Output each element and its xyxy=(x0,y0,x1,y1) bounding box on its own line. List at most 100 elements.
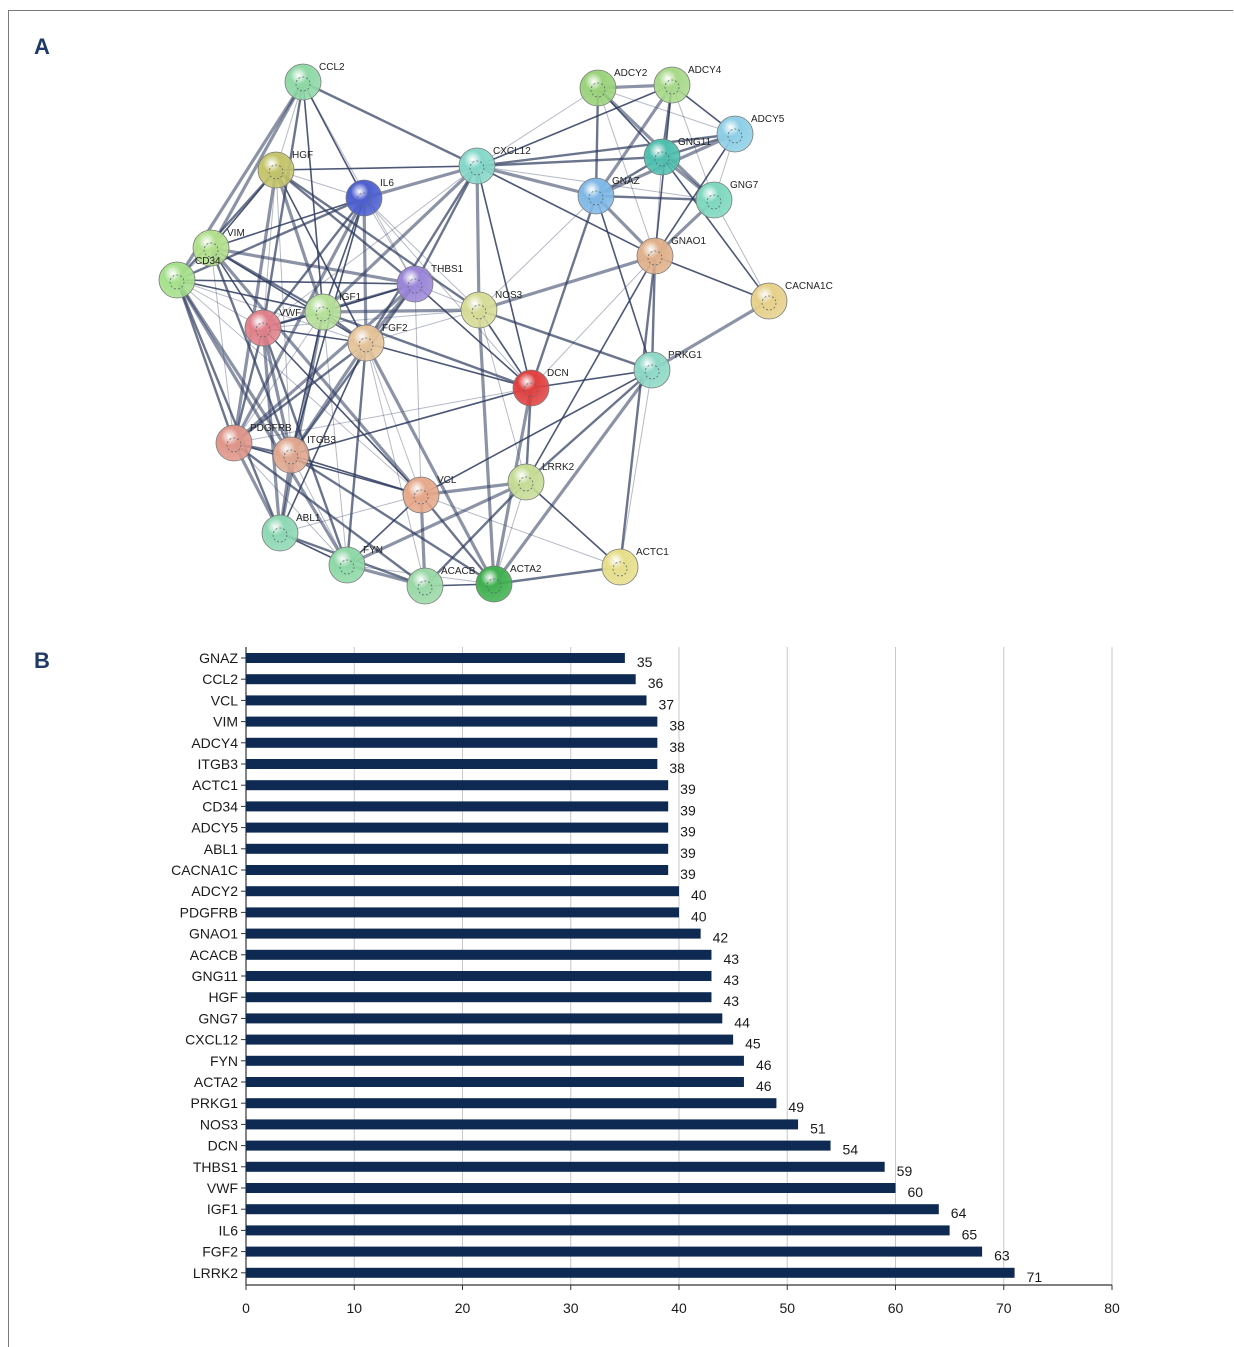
edge-HGF-ITGB3 xyxy=(275,169,292,456)
node-circle xyxy=(261,514,299,552)
edge-VWF-VCL xyxy=(262,327,422,496)
node-circle xyxy=(716,115,754,153)
node-structure-icon xyxy=(295,76,311,92)
node-structure-icon xyxy=(315,306,331,322)
node-structure-icon xyxy=(612,561,628,577)
node-label-cd34: CD34 xyxy=(195,256,221,267)
node-il6: IL6 xyxy=(345,178,394,217)
edge-NOS3-PRKG1 xyxy=(478,308,653,372)
node-structure-icon xyxy=(407,278,423,294)
edge-CXCL12-THBS1 xyxy=(413,165,479,285)
node-circle xyxy=(695,181,733,219)
node-structure-icon xyxy=(272,527,288,543)
node-circle xyxy=(192,229,230,267)
node-cxcl12: CXCL12 xyxy=(458,146,531,185)
edge-CXCL12-GNAZ xyxy=(476,164,597,198)
edge-CXCL12-FGF2 xyxy=(364,165,479,344)
node-structure-icon xyxy=(203,242,219,258)
edge-GNAO1-PRKG1 xyxy=(650,255,657,371)
edge-PRKG1-VCL xyxy=(420,369,653,496)
edge-GNG7-CACNA1C xyxy=(713,199,770,302)
node-circle xyxy=(601,548,639,586)
node-circle xyxy=(633,351,671,389)
node-vim: VIM xyxy=(192,228,245,267)
node-acta2: ACTA2 xyxy=(475,564,542,603)
node-label-il6: IL6 xyxy=(380,178,394,189)
edge-FGF2-VCL xyxy=(365,342,422,496)
panel-a-label: A xyxy=(34,34,50,59)
node-gnao1: GNAO1 xyxy=(636,236,706,275)
node-structure-icon xyxy=(413,489,429,505)
edge-FGF2-ACACB xyxy=(365,342,426,587)
node-label-acta2: ACTA2 xyxy=(510,564,542,575)
edge-FGF2-FYN xyxy=(345,342,368,566)
edge-IL6-VIM xyxy=(210,197,365,249)
node-label-vcl: VCL xyxy=(437,475,457,486)
node-gng11: GNG11 xyxy=(643,137,712,176)
node-vcl: VCL xyxy=(402,475,457,514)
edge-FGF2-DCN xyxy=(365,342,532,389)
edge-VWF-PDGFRB xyxy=(232,327,265,444)
node-label-gng11: GNG11 xyxy=(678,137,712,148)
node-label-acacb: ACACB xyxy=(441,566,476,577)
edge-GNG11-CACNA1C xyxy=(661,156,770,302)
node-structure-icon xyxy=(518,476,534,492)
node-fyn: FYN xyxy=(328,545,383,584)
edge-CCL2-VWF xyxy=(261,81,305,329)
edge-IGF1-FYN xyxy=(322,311,348,566)
node-circle xyxy=(460,291,498,329)
edge-CACNA1C-PRKG1 xyxy=(651,299,770,372)
edge-PDGFRB-ACACB xyxy=(233,442,426,587)
edge-GNAZ-PRKG1 xyxy=(595,195,653,371)
edge-PDGFRB-FYN xyxy=(233,442,348,566)
node-circle xyxy=(284,63,322,101)
node-lrrk2: LRRK2 xyxy=(507,462,575,501)
node-gng7: GNG7 xyxy=(695,180,759,219)
edge-VWF-NOS3 xyxy=(262,309,480,329)
edge-ADCY5-GNAO1 xyxy=(654,133,736,257)
node-structure-icon xyxy=(647,250,663,266)
node-circle xyxy=(215,424,253,462)
node-label-lrrk2: LRRK2 xyxy=(542,462,575,473)
edge-VCL-ACTC1 xyxy=(420,494,621,568)
edge-HGF-NOS3 xyxy=(275,169,480,311)
edge-IL6-IGF1 xyxy=(322,197,365,313)
node-structure-icon xyxy=(226,437,242,453)
node-adcy4: ADCY4 xyxy=(653,65,722,104)
node-circle xyxy=(512,369,550,407)
figure-frame xyxy=(8,10,1233,1347)
node-structure-icon xyxy=(169,274,185,290)
node-dcn: DCN xyxy=(512,368,569,407)
node-label-vwf: VWF xyxy=(279,308,301,319)
node-label-adcy5: ADCY5 xyxy=(751,114,785,125)
edge-DCN-ITGB3 xyxy=(290,387,532,456)
edge-GNAO1-CACNA1C xyxy=(654,255,770,302)
edge-CXCL12-ADCY2 xyxy=(476,87,599,167)
edge-GNAZ-NOS3 xyxy=(478,195,597,311)
node-structure-icon xyxy=(268,164,284,180)
edge-VCL-ACTA2 xyxy=(420,494,495,585)
edge-CD34-IGF1 xyxy=(176,279,324,313)
edge-THBS1-VCL xyxy=(414,283,422,496)
edge-ITGB3-VCL xyxy=(290,454,422,496)
node-structure-icon xyxy=(664,79,680,95)
node-structure-icon xyxy=(523,382,539,398)
node-structure-icon xyxy=(417,580,433,596)
edge-CCL2-VIM xyxy=(209,81,305,249)
edge-PDGFRB-VCL xyxy=(233,442,422,496)
node-circle xyxy=(158,261,196,299)
panel-b-label: B xyxy=(34,648,50,673)
node-label-actc1: ACTC1 xyxy=(636,547,669,558)
edge-CCL2-IL6 xyxy=(302,81,365,199)
node-fgf2: FGF2 xyxy=(347,323,408,362)
edge-FGF2-ITGB3 xyxy=(289,342,368,456)
node-label-gng7: GNG7 xyxy=(730,180,759,191)
edge-HGF-CXCL12 xyxy=(275,165,478,171)
edge-FGF2-PDGFRB xyxy=(233,342,367,444)
edge-GNAO1-ACTC1 xyxy=(618,255,657,568)
edge-VIM-THBS1 xyxy=(210,246,416,286)
node-cd34: CD34 xyxy=(158,256,221,299)
node-structure-icon xyxy=(356,192,372,208)
edge-CD34-PDGFRB xyxy=(175,279,236,444)
edge-GNAZ-DCN xyxy=(529,195,598,389)
